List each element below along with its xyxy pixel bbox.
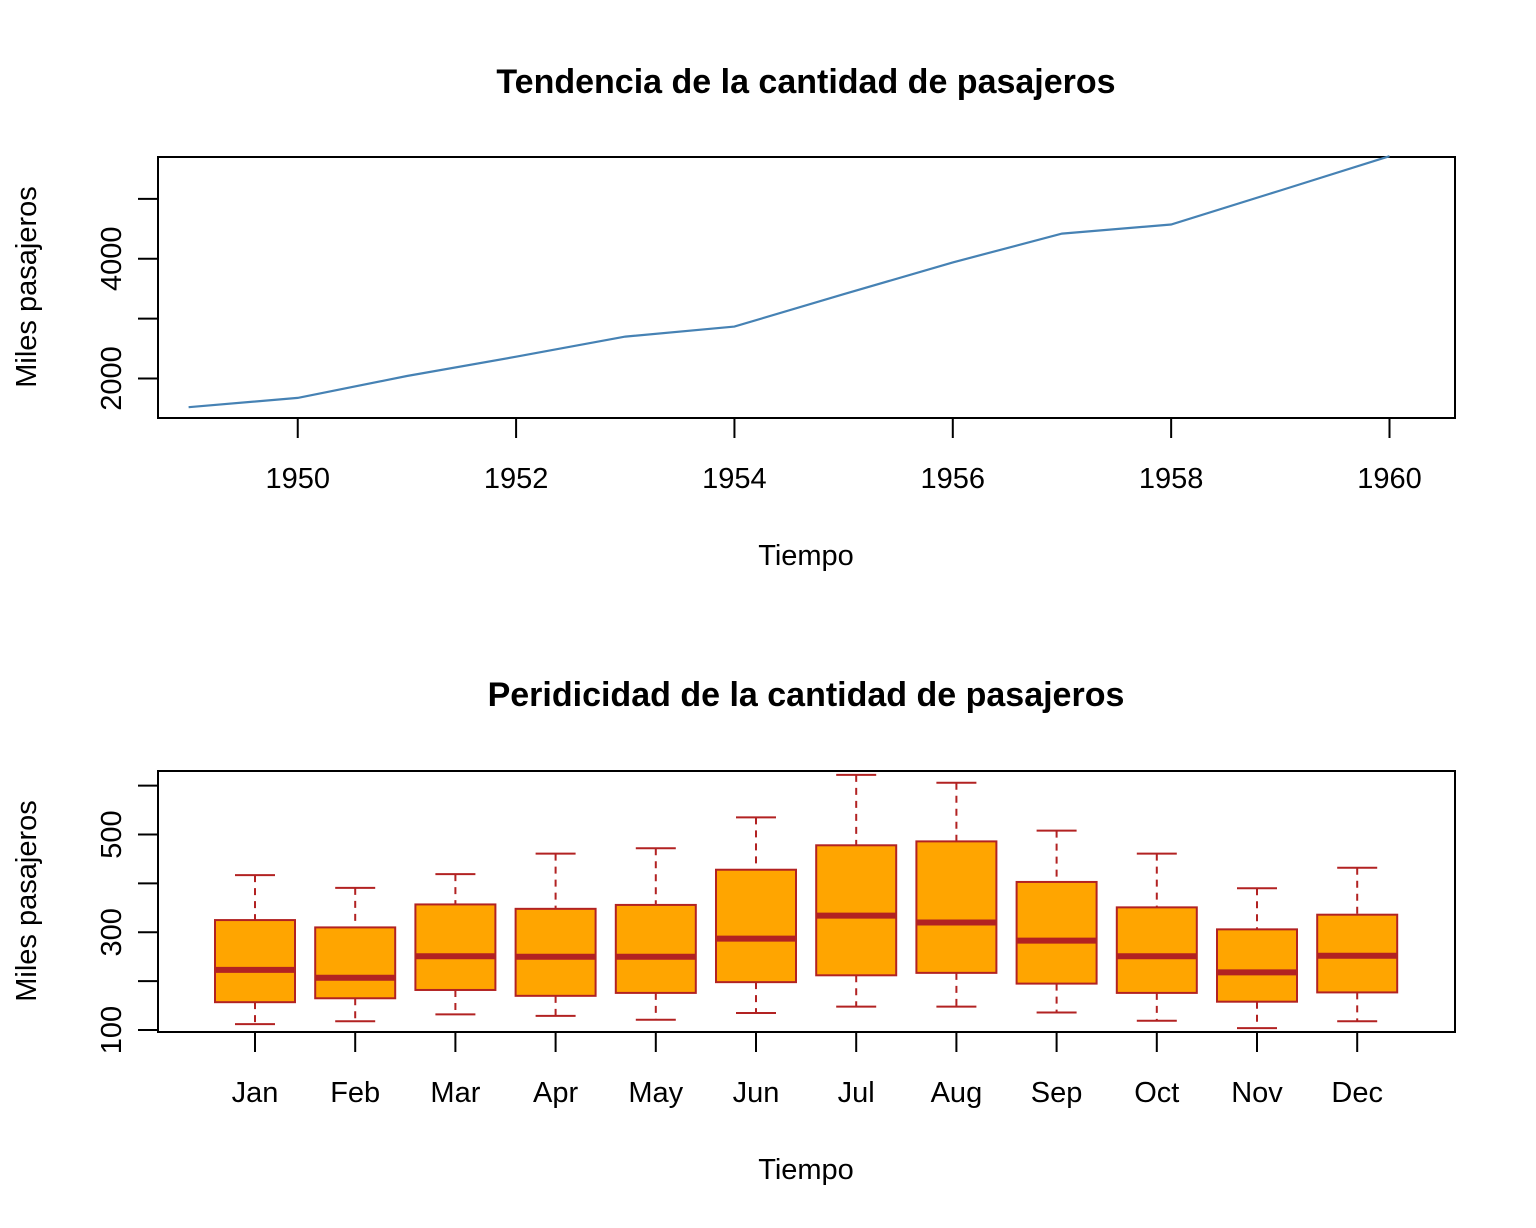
box-mar [414, 873, 497, 1016]
box-body [414, 903, 497, 991]
trend-chart: Tendencia de la cantidad de pasajeros Ti… [11, 63, 1456, 572]
x-tick-label: 1954 [702, 463, 767, 495]
x-tick-label: Aug [931, 1077, 983, 1109]
x-tick-label: Jul [838, 1077, 875, 1109]
x-axis-label: Tiempo [758, 540, 854, 572]
y-tick-label: 300 [96, 908, 128, 956]
x-tick-label: Feb [330, 1077, 380, 1109]
y-axis-label: Miles pasajeros [11, 800, 43, 1001]
box-may [614, 847, 697, 1021]
x-tick-label: Oct [1134, 1077, 1179, 1109]
x-tick-label: Jun [733, 1077, 780, 1109]
seasonality-chart: Peridicidad de la cantidad de pasajeros … [11, 676, 1456, 1186]
series-group [188, 155, 1390, 409]
x-tick-label: 1956 [921, 463, 986, 495]
y-axis-label: Miles pasajeros [11, 186, 43, 387]
x-tick-label: 1950 [265, 463, 330, 495]
x-tick-label: 1960 [1357, 463, 1422, 495]
x-tick-label: Dec [1331, 1077, 1383, 1109]
x-tick-label: Sep [1031, 1077, 1083, 1109]
y-axis: 100 300 500 [96, 784, 159, 1054]
box-body [715, 868, 797, 984]
box-body [915, 840, 998, 974]
box-jul [815, 773, 898, 1008]
box-apr [514, 852, 597, 1017]
box-aug [915, 781, 998, 1008]
x-tick-label: Apr [533, 1077, 578, 1109]
box-nov [1216, 887, 1298, 1030]
box-jan [214, 874, 296, 1026]
box-dec [1316, 866, 1399, 1023]
y-tick-label: 500 [96, 810, 128, 858]
box-body [815, 844, 898, 977]
x-tick-label: 1958 [1139, 463, 1204, 495]
box-body [1015, 880, 1098, 985]
x-axis-label: Tiempo [758, 1154, 854, 1186]
x-axis: 1950 1952 1954 1956 1958 1960 [265, 417, 1422, 495]
y-tick-label: 2000 [96, 346, 128, 411]
box-body [214, 919, 296, 1004]
chart-title: Tendencia de la cantidad de pasajeros [496, 63, 1115, 101]
series-line [188, 155, 1390, 409]
box-body [614, 903, 697, 994]
box-body [314, 926, 397, 1000]
x-tick-label: Mar [430, 1077, 480, 1109]
x-tick-label: Jan [232, 1077, 279, 1109]
box-body [1216, 928, 1298, 1003]
box-jun [715, 816, 797, 1014]
x-tick-label: Nov [1231, 1077, 1283, 1109]
x-axis: Jan Feb Mar Apr May Jun Jul Aug Sep Oct Nov Dec [232, 1031, 1383, 1109]
boxes-group [214, 773, 1399, 1030]
y-tick-label: 100 [96, 1006, 128, 1054]
y-tick-label: 4000 [96, 227, 128, 292]
x-tick-label: 1952 [484, 463, 549, 495]
box-body [514, 907, 597, 997]
box-oct [1115, 852, 1198, 1022]
box-feb [314, 886, 397, 1023]
chart-title: Peridicidad de la cantidad de pasajeros [488, 676, 1125, 714]
y-axis: 2000 4000 [96, 197, 159, 411]
box-body [1115, 906, 1198, 994]
x-tick-label: May [628, 1077, 683, 1109]
box-sep [1015, 829, 1098, 1014]
